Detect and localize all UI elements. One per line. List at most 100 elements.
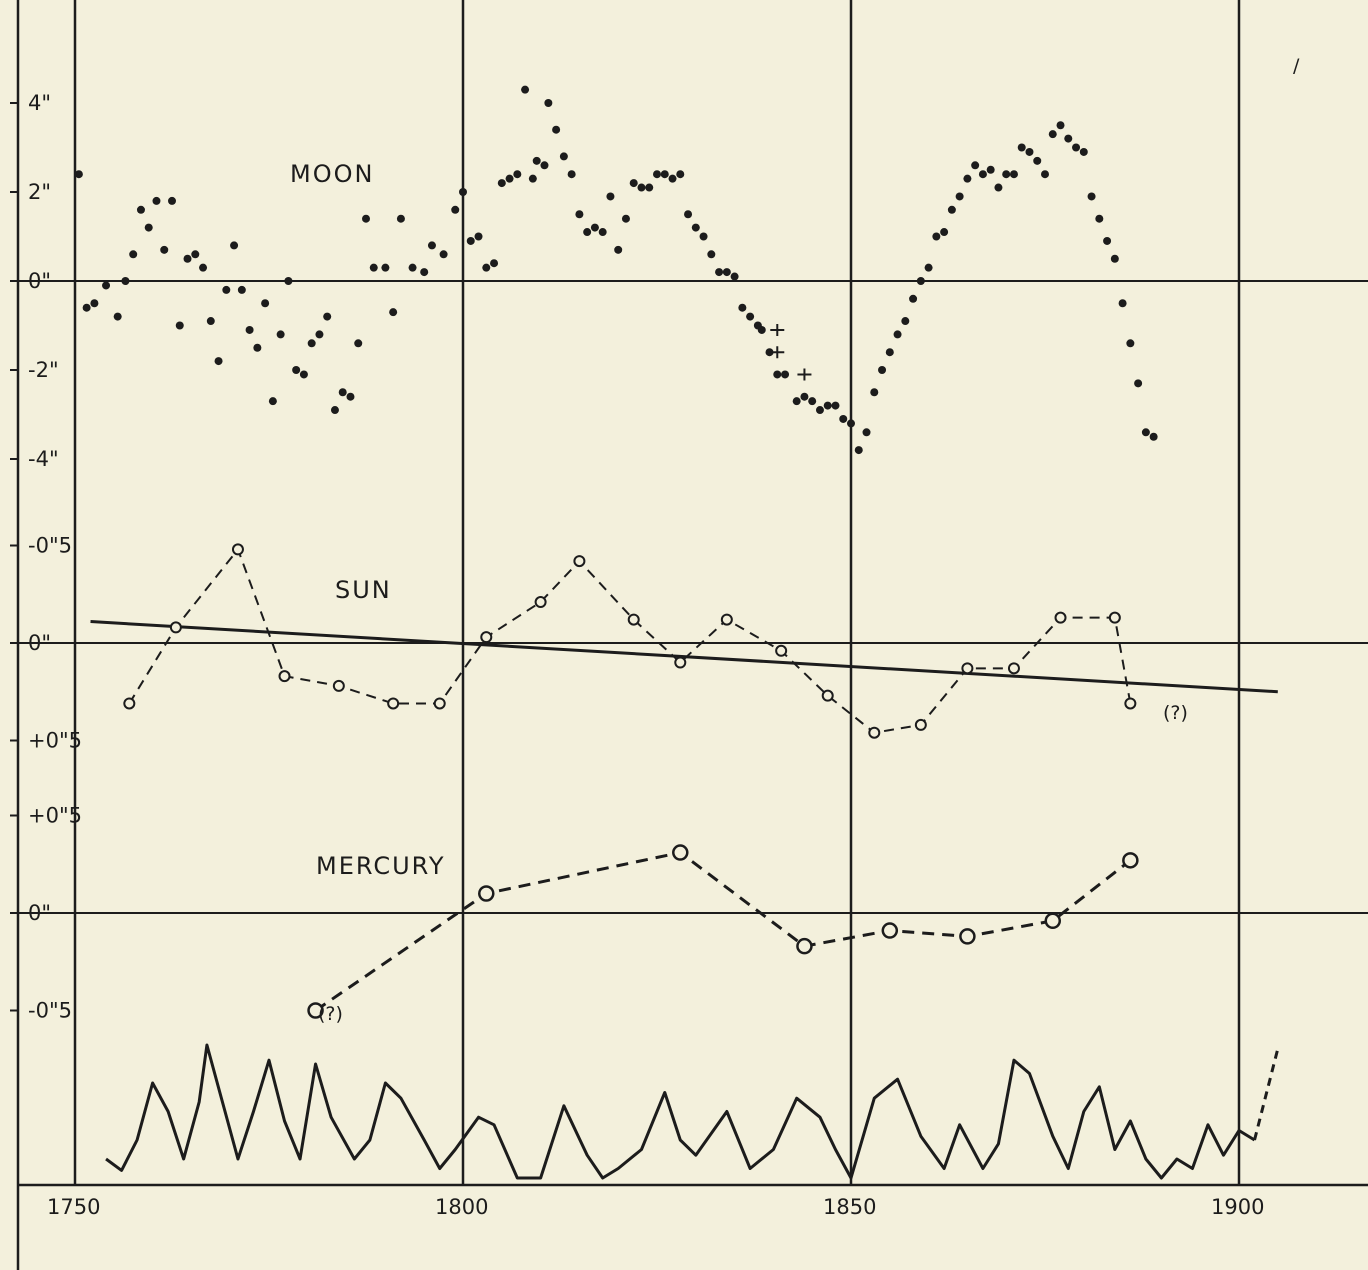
moon-point <box>847 419 855 428</box>
moon-point <box>346 392 355 401</box>
moon-point <box>396 214 405 223</box>
moon-point <box>932 232 941 241</box>
mercury-series-line <box>314 850 1132 1012</box>
moon-ytick-label: -2" <box>28 358 59 382</box>
moon-point <box>191 250 200 259</box>
moon-point <box>144 223 153 232</box>
sun-point <box>914 718 927 731</box>
moon-point <box>621 214 630 223</box>
sun-point <box>433 697 446 710</box>
moon-point <box>307 339 316 348</box>
moon-point <box>699 232 708 241</box>
sun-point <box>1007 662 1020 675</box>
mercury-uncertain-note: (?) <box>318 1003 343 1025</box>
sun-point <box>821 689 834 702</box>
moon-point <box>567 170 576 179</box>
sun-point <box>387 697 400 710</box>
moon-point <box>870 388 879 397</box>
moon-point <box>1002 170 1011 179</box>
moon-point <box>253 343 262 352</box>
moon-point <box>323 312 332 321</box>
moon-point <box>451 205 460 214</box>
moon-point <box>1064 134 1073 143</box>
moon-point <box>773 370 782 379</box>
moon-point <box>715 268 724 277</box>
moon-ytick-label: 0" <box>28 269 51 293</box>
moon-point <box>1141 428 1150 437</box>
mercury-point <box>881 922 899 939</box>
moon-point <box>362 214 370 223</box>
sun-panel <box>90 543 1278 739</box>
moon-point <box>292 366 301 374</box>
sun-ytick-label: +0"5 <box>28 729 82 753</box>
moon-point <box>781 370 790 379</box>
moon-point <box>315 330 324 339</box>
moon-point <box>183 254 192 263</box>
moon-point <box>940 228 949 237</box>
moon-point <box>261 299 270 308</box>
moon-point <box>994 183 1003 192</box>
sun-point <box>627 613 640 626</box>
moon-point <box>722 268 731 277</box>
moon-point <box>1033 156 1042 165</box>
sun-point <box>534 596 547 609</box>
moon-point <box>637 183 646 192</box>
moon-point <box>482 263 491 272</box>
moon-point <box>466 236 475 245</box>
moon-point <box>439 250 448 259</box>
moon-point <box>823 401 832 410</box>
moon-point <box>947 205 956 214</box>
moon-point <box>757 325 766 334</box>
moon-point <box>691 223 700 232</box>
mercury-ytick-label: 0" <box>28 901 51 925</box>
sun-point <box>332 679 345 692</box>
moon-point <box>963 174 972 183</box>
moon-point <box>792 397 801 406</box>
sunspot-curve <box>105 1043 1256 1180</box>
moon-point <box>497 179 506 188</box>
mercury-point <box>1122 852 1139 869</box>
moon-point <box>284 277 293 285</box>
moon-point <box>986 165 995 174</box>
moon-point <box>815 406 824 415</box>
sun-point <box>868 726 881 739</box>
moon-point <box>660 170 669 179</box>
moon-point <box>1103 236 1112 245</box>
moon-point <box>505 174 514 183</box>
moon-point <box>532 156 541 165</box>
moon-point <box>1134 379 1143 388</box>
mercury-point <box>1044 912 1062 930</box>
moon-point <box>1072 143 1081 152</box>
moon-point <box>575 210 584 219</box>
moon-point <box>668 174 677 183</box>
mercury-title: MERCURY <box>316 852 445 880</box>
moon-point <box>1017 143 1026 152</box>
moon-point <box>268 397 277 406</box>
sun-title: SUN <box>335 576 392 604</box>
moon-point <box>121 277 130 285</box>
moon-point <box>606 192 615 201</box>
x-tick-label: 1850 <box>823 1195 876 1219</box>
moon-point <box>901 317 910 326</box>
grid <box>10 0 1368 1270</box>
moon-point <box>459 188 467 196</box>
moon-point <box>513 170 522 179</box>
moon-point <box>746 312 755 321</box>
sun-point <box>278 670 291 683</box>
moon-point <box>1025 147 1034 156</box>
moon-point <box>614 245 623 254</box>
mercury-point <box>672 844 689 861</box>
moon-title: MOON <box>290 160 374 188</box>
moon-point <box>175 321 184 330</box>
moon-ytick-label: 2" <box>28 180 51 204</box>
sunspot-panel <box>105 1043 1280 1180</box>
moon-point <box>299 370 308 379</box>
moon-ytick-label: 4" <box>28 91 51 115</box>
moon-point <box>245 325 254 334</box>
sun-point <box>231 543 244 556</box>
x-tick-label: 1800 <box>435 1195 488 1219</box>
moon-point <box>113 312 122 321</box>
moon-point <box>1079 147 1088 156</box>
moon-point <box>199 263 208 272</box>
sun-point <box>775 644 788 657</box>
